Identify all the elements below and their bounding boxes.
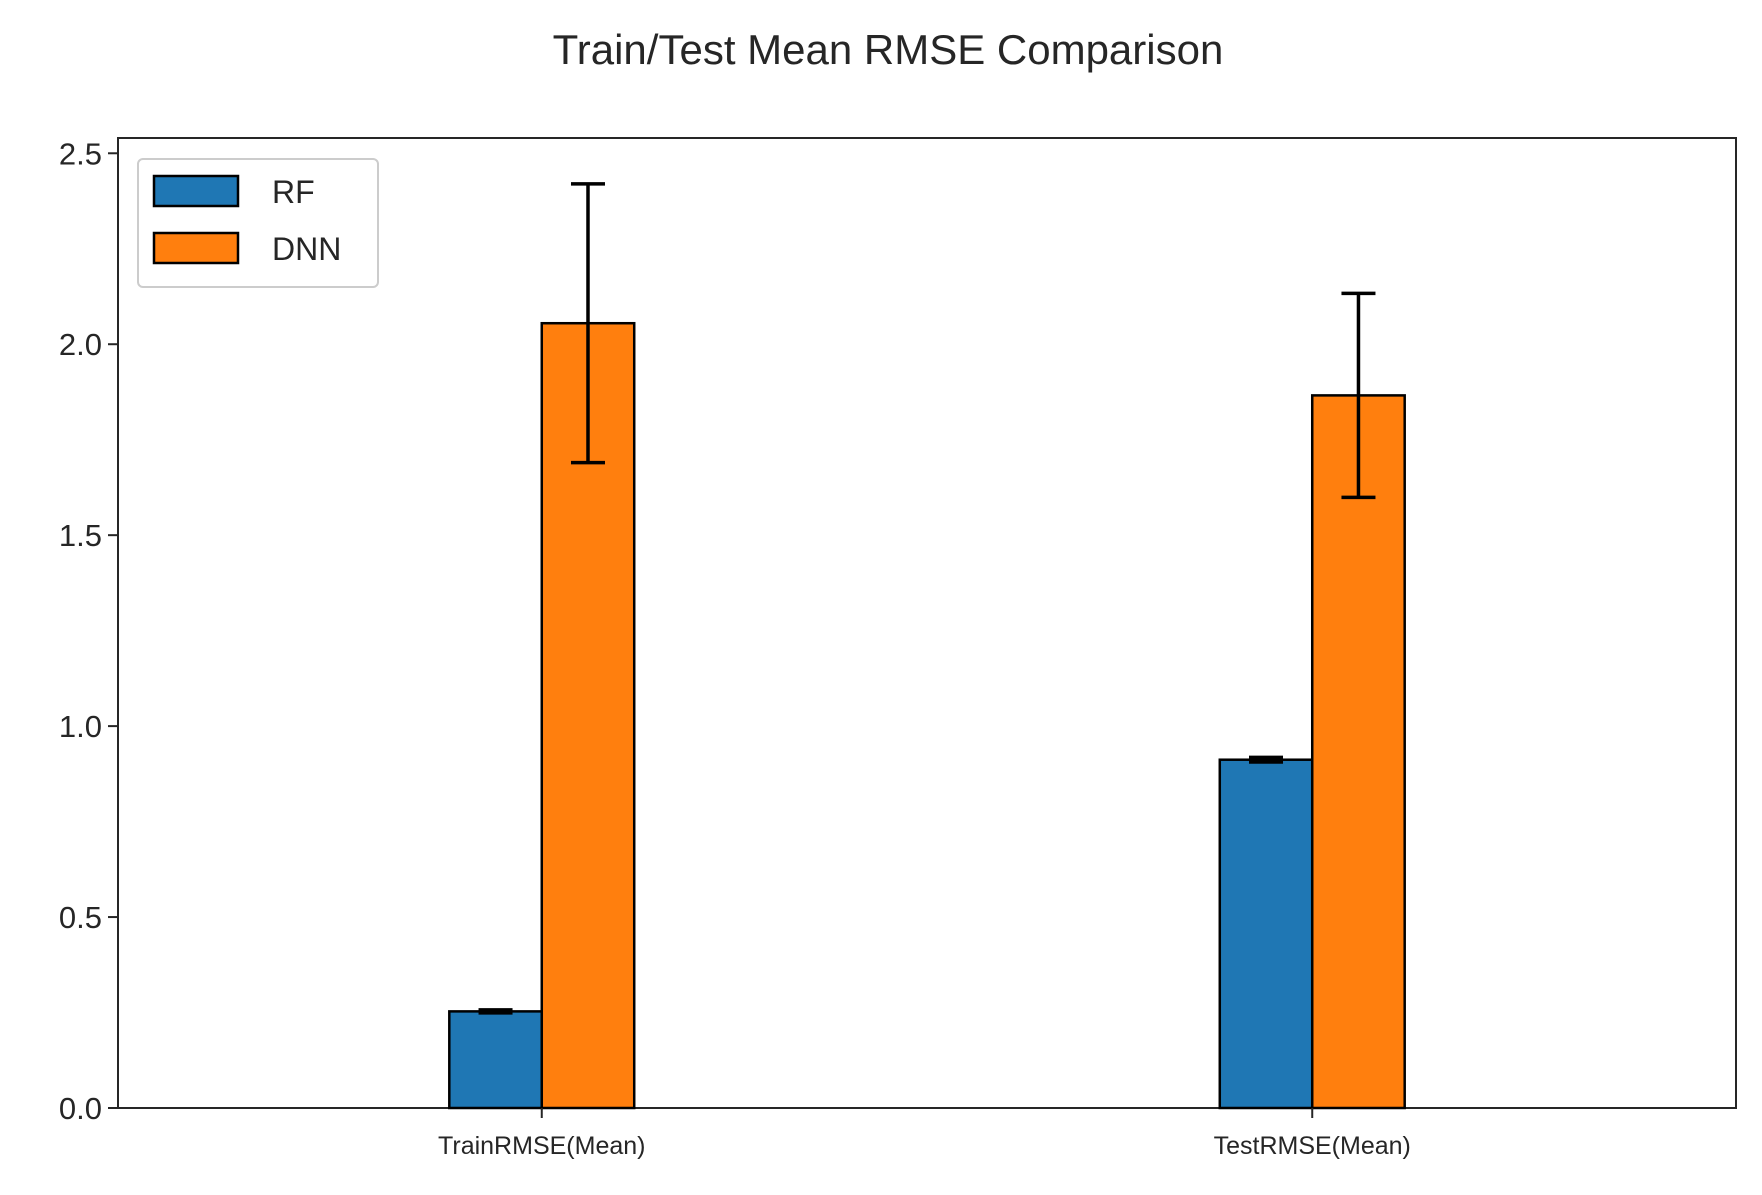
error-bar-rf-0: [478, 1008, 513, 1015]
axes-frame: [117, 137, 1737, 1109]
legend-swatch-rf: [152, 174, 240, 208]
legend-swatch-dnn: [152, 231, 240, 265]
y-tick-label: 1.5: [59, 518, 102, 553]
bar-rf-0: [448, 1010, 544, 1110]
bar-dnn-1: [1310, 394, 1406, 1110]
error-bar-dnn-0: [570, 182, 605, 465]
error-bar-rf-1: [1249, 755, 1284, 764]
error-bar-dnn-1: [1341, 291, 1376, 500]
x-tick-label: TrainRMSE(Mean): [438, 1132, 645, 1160]
legend: RF DNN: [137, 158, 379, 288]
y-tick-label: 2.0: [59, 327, 102, 362]
y-tick-label: 2.5: [59, 136, 102, 171]
y-tick-label: 0.5: [59, 900, 102, 935]
plot-area: 0.0 0.5 1.0 1.5 2.0 2.5 TrainRMSE(Mean) TestRMS…: [59, 136, 1737, 1160]
chart-title: Train/Test Mean RMSE Comparison: [553, 26, 1224, 73]
y-tick-label: 0.0: [59, 1091, 102, 1126]
legend-label-dnn: DNN: [272, 231, 341, 267]
legend-label-rf: RF: [272, 174, 315, 210]
bar-rf-1: [1218, 758, 1314, 1110]
x-tick-label: TestRMSE(Mean): [1214, 1132, 1411, 1160]
y-tick-label: 1.0: [59, 709, 102, 744]
